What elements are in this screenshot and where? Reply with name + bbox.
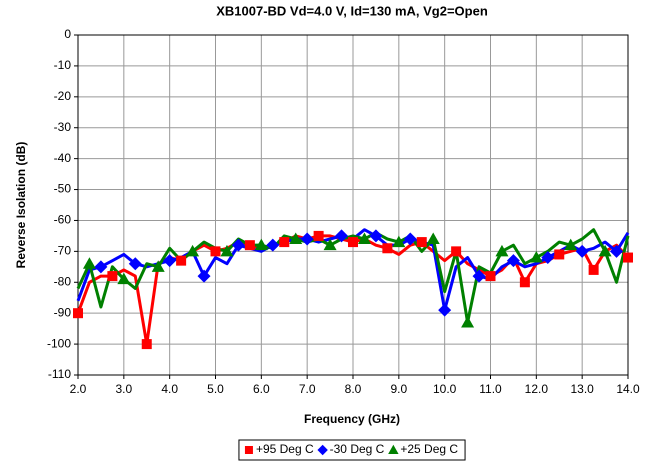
marker [117, 272, 131, 285]
y-tick-label: -90 [54, 305, 72, 319]
marker [357, 232, 371, 244]
marker [317, 444, 328, 456]
plot-border [77, 34, 629, 376]
marker [426, 232, 440, 244]
x-tick-label: 4.0 [161, 382, 178, 396]
marker [82, 257, 96, 269]
marker [73, 308, 83, 319]
marker [519, 277, 530, 288]
marker [244, 446, 253, 454]
y-tick-label: -30 [54, 120, 72, 134]
marker [554, 249, 565, 260]
y-tick-label: -100 [47, 336, 71, 350]
marker [151, 260, 165, 272]
marker [231, 238, 245, 252]
y-tick-label: -60 [54, 213, 72, 227]
x-axis-label: Frequency (GHz) [304, 412, 400, 426]
x-tick-label: 10.0 [433, 382, 457, 396]
marker [369, 229, 383, 243]
marker [335, 229, 349, 243]
legend-label: -30 Deg C [330, 442, 385, 456]
marker [210, 246, 221, 257]
marker [495, 244, 509, 257]
legend-box [238, 439, 466, 461]
x-tick-label: 2.0 [70, 382, 87, 396]
x-tick-label: 12.0 [525, 382, 549, 396]
legend-label: +95 Deg C [256, 442, 314, 456]
marker [388, 444, 399, 454]
marker [94, 260, 108, 274]
marker [564, 238, 578, 251]
marker [541, 251, 555, 265]
marker [588, 264, 599, 275]
legend: +95 Deg C -30 Deg C +25 Deg C [238, 439, 466, 461]
chart-title: XB1007-BD Vd=4.0 V, Id=130 mA, Vg2=Open [216, 3, 488, 18]
marker [220, 244, 234, 257]
marker [176, 255, 187, 266]
marker [348, 237, 358, 248]
marker [382, 243, 393, 254]
marker [279, 237, 290, 248]
marker [197, 269, 211, 283]
marker [472, 269, 486, 283]
y-tick-label: -70 [54, 244, 72, 258]
marker [244, 240, 255, 251]
marker [451, 246, 462, 257]
marker [438, 303, 452, 317]
legend-label: +25 Deg C [400, 442, 458, 456]
marker [163, 254, 177, 268]
marker [313, 230, 324, 241]
marker [416, 237, 427, 248]
marker [289, 232, 303, 244]
x-tick-label: 5.0 [207, 382, 224, 396]
marker [598, 244, 612, 257]
marker [392, 235, 406, 248]
marker [300, 232, 314, 246]
y-tick-label: -80 [54, 274, 72, 288]
marker [506, 254, 520, 268]
marker [403, 232, 417, 246]
marker [266, 238, 280, 252]
marker [107, 271, 118, 282]
marker [575, 244, 589, 258]
y-tick-label: -20 [54, 89, 72, 103]
x-tick-label: 7.0 [299, 382, 316, 396]
x-tick-label: 9.0 [390, 382, 407, 396]
x-tick-label: 8.0 [345, 382, 362, 396]
x-tick-label: 13.0 [570, 382, 594, 396]
marker [141, 339, 152, 350]
marker [529, 251, 543, 263]
marker [186, 244, 200, 257]
x-tick-label: 3.0 [115, 382, 132, 396]
x-tick-label: 11.0 [479, 382, 502, 396]
y-tick-label: -10 [54, 58, 72, 72]
marker [610, 244, 624, 258]
x-tick-label: 6.0 [253, 382, 270, 396]
marker [323, 238, 337, 251]
marker [623, 252, 633, 263]
y-tick-label: -50 [54, 182, 72, 196]
y-tick-label: -40 [54, 151, 72, 165]
y-tick-label: -110 [48, 367, 71, 381]
marker [254, 238, 268, 251]
y-axis-label: Reverse Isolation (dB) [14, 142, 28, 269]
marker [128, 257, 142, 271]
y-tick-label: 0 [64, 27, 71, 41]
x-tick-label: 14.0 [616, 382, 640, 396]
marker [485, 271, 496, 282]
marker [461, 315, 475, 328]
